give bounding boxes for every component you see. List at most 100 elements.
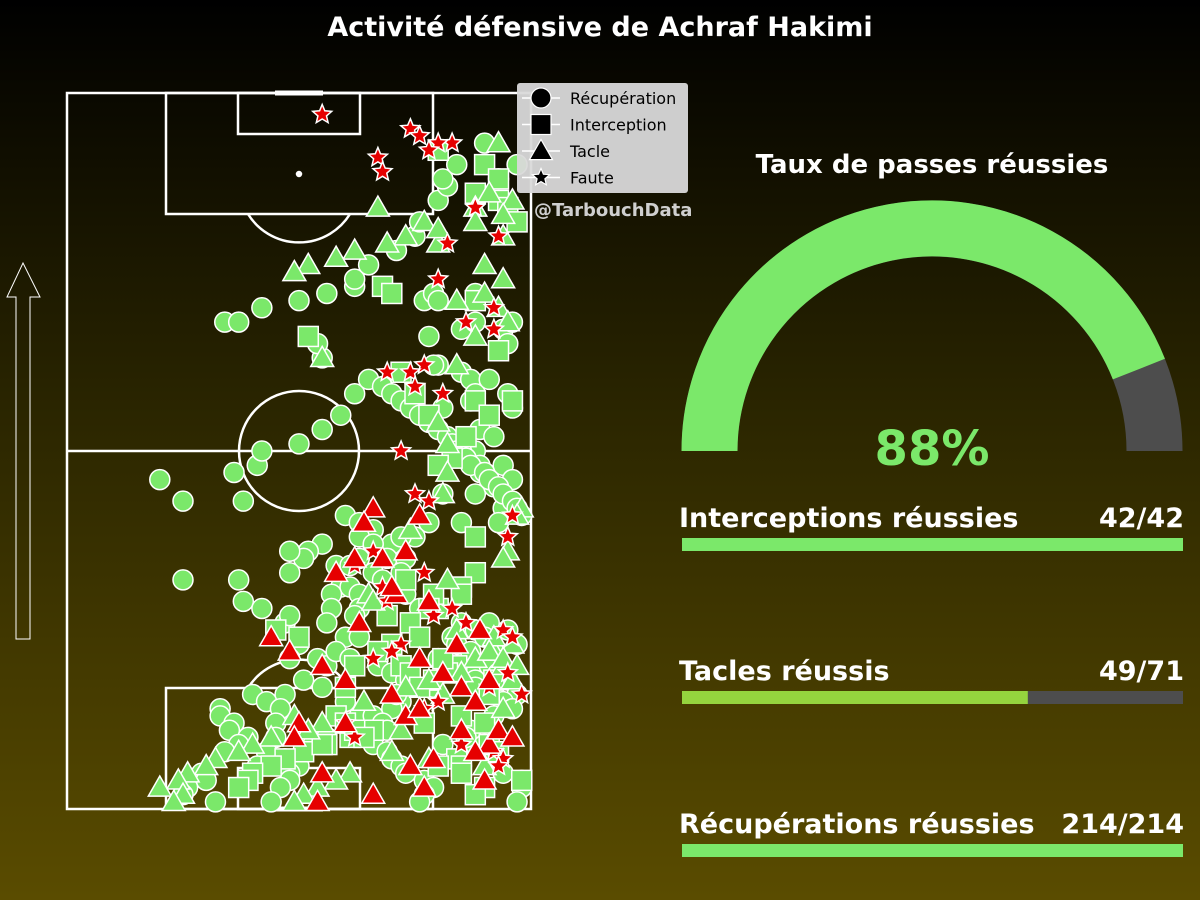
circle-marker bbox=[446, 153, 468, 176]
circle-marker bbox=[483, 425, 505, 448]
square-marker bbox=[450, 762, 473, 784]
stat-label: Tacles réussis bbox=[679, 656, 890, 687]
triangle-marker bbox=[258, 724, 284, 747]
triangle-marker bbox=[434, 430, 461, 454]
failed-triangle-marker bbox=[448, 717, 475, 740]
star-marker bbox=[417, 138, 441, 160]
legend-label: Tacle bbox=[569, 142, 610, 161]
square-marker bbox=[487, 340, 510, 362]
square-marker bbox=[343, 655, 366, 677]
star-marker bbox=[371, 159, 394, 182]
failed-triangle-marker bbox=[369, 545, 396, 568]
triangle-marker bbox=[490, 645, 516, 669]
legend-box bbox=[517, 83, 688, 193]
failed-triangle-marker bbox=[281, 724, 308, 747]
failed-triangle-marker bbox=[392, 538, 419, 561]
triangle-marker bbox=[499, 187, 526, 210]
circle-marker bbox=[418, 325, 440, 348]
circle-marker bbox=[478, 368, 500, 391]
star-marker bbox=[454, 310, 478, 332]
failed-triangle-marker bbox=[276, 638, 303, 661]
legend-star-icon bbox=[530, 166, 552, 187]
circle-marker bbox=[204, 791, 227, 813]
triangle-marker bbox=[309, 710, 335, 733]
legend-triangle-icon bbox=[528, 138, 554, 161]
stat-value: 42/42 bbox=[1099, 503, 1184, 534]
triangle-marker bbox=[351, 688, 377, 711]
triangle-marker bbox=[425, 216, 451, 239]
failed-triangle-marker bbox=[309, 652, 335, 676]
triangle-marker bbox=[434, 566, 461, 590]
stat-value: 49/71 bbox=[1099, 656, 1184, 687]
square-marker bbox=[381, 282, 403, 305]
failed-triangle-marker bbox=[323, 559, 349, 583]
star-marker bbox=[496, 661, 520, 683]
failed-triangle-marker bbox=[430, 659, 456, 683]
triangle-marker bbox=[490, 201, 516, 225]
triangle-marker bbox=[476, 638, 503, 661]
star-marker bbox=[501, 625, 524, 647]
square-marker bbox=[394, 569, 417, 591]
star-marker bbox=[343, 725, 367, 748]
circle-marker bbox=[316, 282, 338, 305]
square-marker bbox=[464, 526, 487, 548]
star-marker bbox=[366, 145, 390, 168]
circle-marker bbox=[227, 311, 250, 333]
circle-marker bbox=[278, 540, 301, 562]
circle-marker bbox=[227, 569, 250, 591]
failed-triangle-marker bbox=[309, 760, 335, 783]
triangle-marker bbox=[471, 280, 498, 303]
failed-triangle-marker bbox=[341, 545, 368, 568]
failed-triangle-marker bbox=[443, 631, 470, 654]
goal-area-top bbox=[236, 91, 362, 136]
triangle-marker bbox=[462, 323, 489, 346]
square-marker bbox=[478, 404, 500, 426]
triangle-marker bbox=[490, 545, 516, 568]
star-marker bbox=[463, 195, 487, 218]
legend-circle-icon bbox=[530, 87, 552, 109]
gauge-title: Taux de passes réussies bbox=[756, 150, 1109, 180]
star-marker bbox=[440, 596, 464, 619]
failed-triangle-marker bbox=[499, 724, 526, 747]
square-marker bbox=[501, 390, 524, 412]
square-marker bbox=[487, 168, 510, 190]
triangle-marker bbox=[295, 251, 322, 275]
circle-marker bbox=[288, 433, 310, 455]
triangle-marker bbox=[411, 208, 438, 232]
failed-triangle-marker bbox=[406, 645, 433, 669]
circle-marker bbox=[316, 612, 338, 634]
circle-marker bbox=[464, 483, 487, 505]
triangle-marker bbox=[443, 352, 470, 375]
legend-label: Faute bbox=[570, 169, 614, 188]
triangle-marker bbox=[323, 244, 349, 268]
star-marker bbox=[403, 374, 427, 397]
star-marker bbox=[408, 124, 432, 146]
star-marker bbox=[482, 295, 506, 318]
triangle-marker bbox=[341, 237, 368, 260]
star-marker bbox=[431, 381, 455, 404]
stat-value: 214/214 bbox=[1061, 809, 1184, 840]
circle-marker bbox=[251, 297, 273, 319]
failed-triangle-marker bbox=[332, 667, 359, 690]
stat-bars: Interceptions réussies 42/42 Tacles réussi… bbox=[679, 503, 1184, 857]
failed-triangle-marker bbox=[406, 695, 433, 719]
triangle-marker bbox=[337, 760, 363, 783]
circle-marker bbox=[278, 561, 301, 584]
triangle-marker bbox=[379, 738, 405, 762]
triangle-marker bbox=[147, 774, 173, 797]
triangle-marker bbox=[281, 258, 308, 282]
event-markers bbox=[147, 102, 535, 813]
triangle-marker bbox=[392, 223, 419, 246]
star-marker bbox=[412, 560, 436, 583]
triangle-marker bbox=[434, 459, 461, 482]
star-marker bbox=[510, 682, 534, 705]
stat-label: Interceptions réussies bbox=[679, 503, 1018, 534]
star-marker bbox=[361, 539, 385, 561]
circle-marker bbox=[432, 168, 454, 190]
square-marker bbox=[260, 755, 282, 777]
square-marker bbox=[227, 776, 250, 799]
failed-triangle-marker bbox=[476, 731, 503, 754]
triangle-marker bbox=[490, 266, 516, 289]
square-marker bbox=[455, 425, 477, 448]
circle-marker bbox=[288, 289, 310, 312]
